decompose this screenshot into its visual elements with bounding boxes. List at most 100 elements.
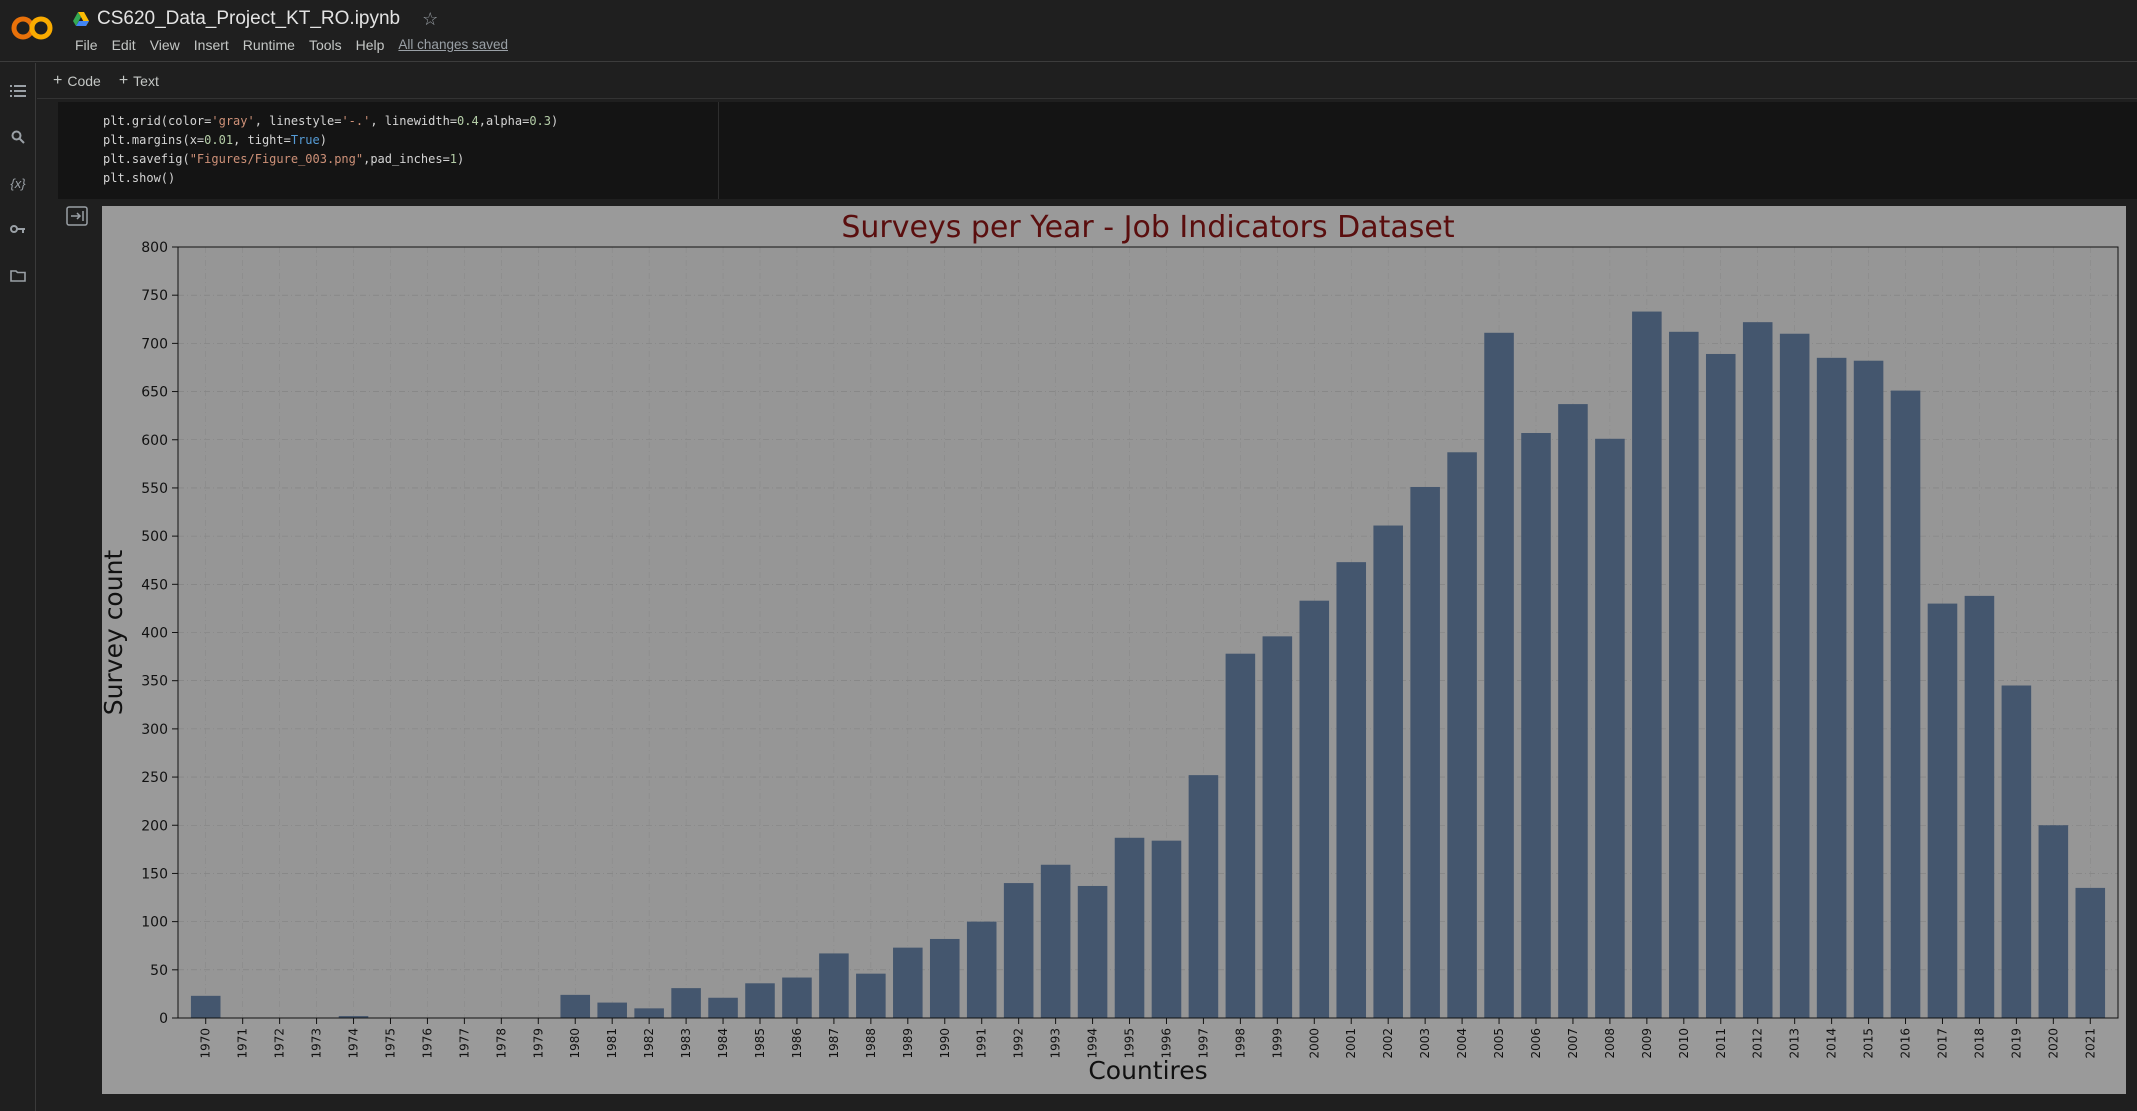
bar-1987 bbox=[819, 953, 849, 1018]
bar-1989 bbox=[893, 947, 923, 1018]
notebook-title[interactable]: CS620_Data_Project_KT_RO.ipynb bbox=[97, 8, 401, 29]
bar-1994 bbox=[1077, 885, 1108, 1018]
bar-2010 bbox=[1669, 331, 1699, 1018]
x-tick-label: 2009 bbox=[1640, 1028, 1654, 1059]
bar-2003 bbox=[1410, 486, 1440, 1018]
code-editor[interactable]: plt.grid(color='gray', linestyle='-.', l… bbox=[58, 102, 719, 199]
search-icon[interactable] bbox=[6, 125, 30, 149]
save-status[interactable]: All changes saved bbox=[398, 37, 508, 52]
google-drive-icon bbox=[73, 12, 89, 26]
x-tick-label: 1980 bbox=[568, 1028, 582, 1059]
bar-1981 bbox=[597, 1002, 627, 1018]
y-tick-label: 50 bbox=[150, 963, 168, 979]
x-tick-label: 2003 bbox=[1418, 1028, 1432, 1059]
bar-1993 bbox=[1040, 864, 1071, 1018]
x-tick-label: 1970 bbox=[199, 1028, 213, 1059]
y-tick-label: 500 bbox=[141, 529, 168, 545]
plus-icon: + bbox=[118, 71, 129, 89]
menu-file[interactable]: File bbox=[75, 37, 98, 53]
x-tick-label: 2017 bbox=[1935, 1028, 1949, 1059]
menu-help[interactable]: Help bbox=[355, 37, 385, 53]
colab-logo[interactable] bbox=[11, 14, 53, 42]
bar-1985 bbox=[745, 983, 775, 1018]
notebook-toolbar: + Code + Text bbox=[37, 63, 2137, 99]
code-line: plt.savefig("Figures/Figure_003.png",pad… bbox=[103, 152, 465, 166]
x-tick-label: 1996 bbox=[1159, 1028, 1173, 1059]
bar-2012 bbox=[1742, 322, 1773, 1018]
output-actions-icon[interactable] bbox=[66, 206, 88, 226]
bar-1986 bbox=[782, 977, 812, 1018]
x-tick-label: 1995 bbox=[1123, 1028, 1137, 1059]
y-tick-label: 750 bbox=[141, 288, 168, 304]
bar-2016 bbox=[1890, 390, 1921, 1018]
x-tick-label: 2008 bbox=[1603, 1028, 1617, 1059]
bar-1996 bbox=[1151, 840, 1182, 1018]
add-code-label: Code bbox=[67, 72, 101, 89]
x-tick-label: 1976 bbox=[420, 1028, 434, 1059]
bar-2013 bbox=[1779, 333, 1810, 1018]
bar-2009 bbox=[1632, 311, 1662, 1018]
y-tick-label: 450 bbox=[141, 577, 168, 593]
menu-insert[interactable]: Insert bbox=[193, 37, 229, 53]
y-tick-label: 800 bbox=[141, 240, 168, 256]
star-icon[interactable]: ☆ bbox=[422, 8, 439, 29]
x-tick-label: 2019 bbox=[2009, 1028, 2023, 1059]
bar-2002 bbox=[1373, 525, 1403, 1018]
x-tick-label: 1978 bbox=[494, 1028, 508, 1059]
code-line: plt.show() bbox=[103, 171, 176, 185]
bar-1988 bbox=[856, 973, 886, 1018]
bar-1983 bbox=[671, 988, 701, 1018]
x-tick-label: 1985 bbox=[753, 1028, 767, 1059]
folder-icon[interactable] bbox=[6, 263, 30, 287]
y-tick-label: 700 bbox=[141, 336, 168, 352]
y-tick-label: 300 bbox=[141, 722, 168, 738]
bar-1970 bbox=[190, 995, 221, 1018]
header-bar: CS620_Data_Project_KT_RO.ipynb ☆ File Ed… bbox=[0, 0, 2137, 62]
x-tick-label: 2001 bbox=[1344, 1028, 1358, 1059]
x-tick-label: 2021 bbox=[2083, 1028, 2097, 1059]
bar-1999 bbox=[1262, 636, 1293, 1018]
bar-2006 bbox=[1521, 433, 1551, 1018]
bar-2021 bbox=[2075, 887, 2106, 1018]
x-tick-label: 1993 bbox=[1049, 1028, 1063, 1059]
x-tick-label: 1988 bbox=[864, 1028, 878, 1059]
key-icon[interactable] bbox=[6, 217, 30, 241]
y-tick-label: 250 bbox=[141, 770, 168, 786]
x-tick-label: 2002 bbox=[1381, 1028, 1395, 1059]
x-tick-label: 1983 bbox=[679, 1028, 693, 1059]
x-tick-label: 2007 bbox=[1566, 1028, 1580, 1059]
y-tick-label: 0 bbox=[159, 1011, 168, 1027]
bar-2015 bbox=[1853, 360, 1884, 1018]
menu-view[interactable]: View bbox=[149, 37, 180, 53]
code-cell[interactable]: plt.grid(color='gray', linestyle='-.', l… bbox=[58, 102, 2137, 199]
table-of-contents-icon[interactable] bbox=[6, 79, 30, 103]
x-tick-label: 1982 bbox=[642, 1028, 656, 1059]
menu-tools[interactable]: Tools bbox=[308, 37, 342, 53]
add-code-button[interactable]: + Code bbox=[53, 72, 101, 90]
variables-icon[interactable]: {x} bbox=[10, 175, 26, 191]
x-tick-label: 1974 bbox=[347, 1028, 361, 1059]
x-tick-label: 1986 bbox=[790, 1028, 804, 1059]
bar-2011 bbox=[1705, 353, 1736, 1018]
bar-2007 bbox=[1558, 404, 1588, 1018]
y-tick-label: 400 bbox=[141, 626, 168, 642]
chart-output: 0 50 100 150 200 250 300 350 400 450 500 550 600 650 7… bbox=[102, 206, 2126, 1094]
bar-1997 bbox=[1188, 775, 1219, 1018]
bar-1998 bbox=[1225, 653, 1256, 1018]
bar-2020 bbox=[2038, 825, 2069, 1018]
y-tick-label: 550 bbox=[141, 481, 168, 497]
chart-title: Surveys per Year - Job Indicators Datase… bbox=[841, 210, 1455, 245]
menu-runtime[interactable]: Runtime bbox=[242, 37, 295, 53]
bar-1990 bbox=[929, 938, 960, 1018]
add-text-button[interactable]: + Text bbox=[119, 72, 159, 90]
bar-1992 bbox=[1003, 883, 1034, 1018]
y-tick-label: 150 bbox=[141, 866, 168, 882]
x-tick-label: 1989 bbox=[901, 1028, 915, 1059]
left-sidebar: {x} bbox=[0, 63, 36, 1111]
x-tick-label: 1999 bbox=[1270, 1028, 1284, 1059]
x-tick-label: 1979 bbox=[531, 1028, 545, 1059]
x-tick-label: 1998 bbox=[1233, 1028, 1247, 1059]
menu-edit[interactable]: Edit bbox=[111, 37, 136, 53]
bar-1991 bbox=[966, 921, 997, 1018]
add-text-label: Text bbox=[133, 72, 159, 89]
